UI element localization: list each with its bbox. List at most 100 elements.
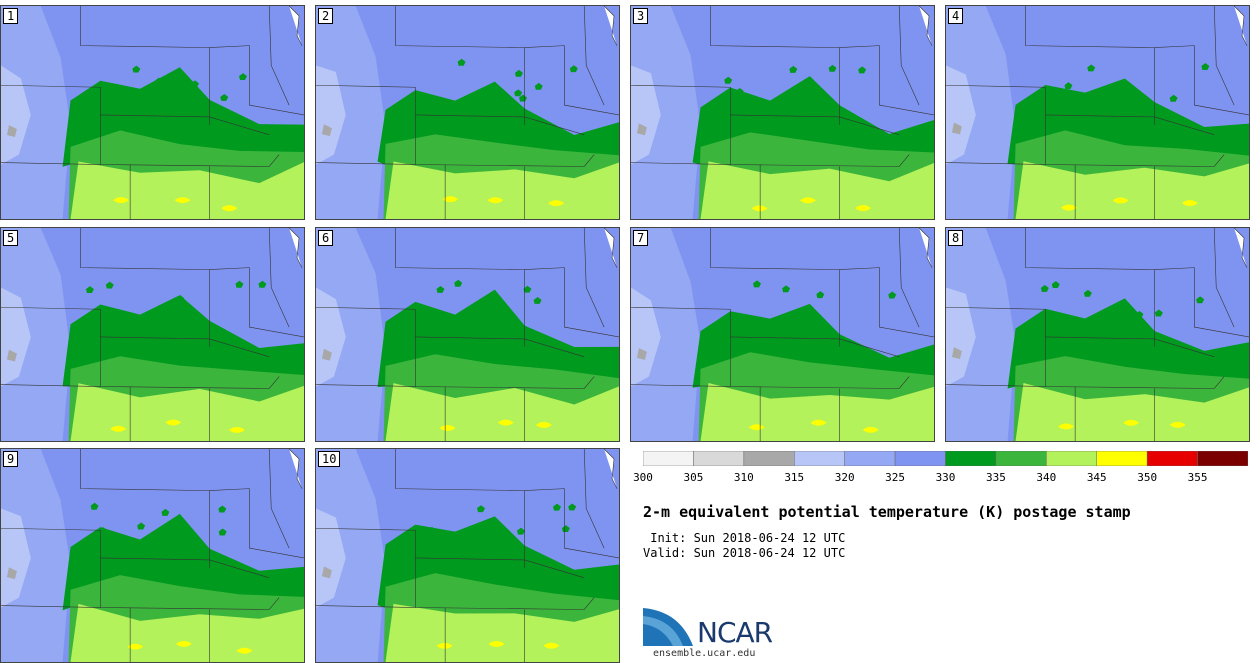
map-shape <box>454 279 463 287</box>
map-shape <box>415 114 585 136</box>
colorbar-tick-label: 315 <box>784 471 805 484</box>
map-shape <box>258 280 267 288</box>
map-shape <box>816 291 825 299</box>
map-shape <box>730 376 910 389</box>
map-shape <box>583 449 605 549</box>
colorbar-tick-label: 335 <box>985 471 1006 484</box>
map-shape <box>524 267 619 338</box>
map-shape <box>631 228 701 441</box>
panel-label: 10 <box>318 451 341 467</box>
map-shape <box>321 124 332 137</box>
panel-label: 6 <box>318 230 334 246</box>
map-shape <box>439 425 456 432</box>
map-shape <box>415 597 595 610</box>
ncar-logo-icon <box>643 608 693 646</box>
map-shape <box>1 6 71 219</box>
colorbar <box>643 451 1248 466</box>
map-shape <box>6 567 17 580</box>
colorbar-segment <box>1146 451 1198 466</box>
map-shape <box>209 488 304 559</box>
map-shape <box>514 69 523 77</box>
map-shape <box>1115 93 1124 101</box>
map-shape <box>1 228 71 441</box>
colorbar-segment <box>1046 451 1098 466</box>
map-shape <box>792 314 801 322</box>
map-shape <box>748 424 765 431</box>
map-shape <box>487 197 504 204</box>
map-shape <box>535 421 552 428</box>
map-shape <box>1213 6 1235 106</box>
map-shape <box>6 349 17 362</box>
map-shape <box>810 419 827 426</box>
map-shape <box>1025 228 1155 347</box>
map-shape <box>636 347 647 360</box>
colorbar-segment <box>844 451 896 466</box>
colorbar-tick-label: 350 <box>1137 471 1158 484</box>
map-shape <box>888 291 897 299</box>
map-shape <box>449 317 457 325</box>
theta-e-map <box>1 449 304 662</box>
map-shape <box>1154 309 1163 317</box>
valid-time: Valid: Sun 2018-06-24 12 UTC <box>643 546 846 560</box>
map-shape <box>583 228 605 328</box>
map-shape <box>209 45 304 116</box>
map-shape <box>561 525 570 533</box>
map-shape <box>415 376 595 389</box>
colorbar-segment <box>894 451 946 466</box>
map-shape <box>533 296 542 304</box>
map-shape <box>165 419 182 426</box>
map-shape <box>1201 63 1210 70</box>
map-shape <box>268 228 290 328</box>
postage-stamp-panel: 5 <box>0 227 305 442</box>
map-shape <box>808 313 817 321</box>
theta-e-map <box>1 6 304 219</box>
map-shape <box>1045 154 1225 167</box>
map-shape <box>155 318 164 326</box>
map-shape <box>710 228 840 347</box>
map-shape <box>100 557 270 579</box>
colorbar-segment <box>693 451 745 466</box>
map-shape <box>789 65 798 73</box>
colorbar-segment <box>945 451 997 466</box>
map-shape <box>946 84 1046 165</box>
panel-label: 3 <box>633 8 649 24</box>
map-shape <box>316 6 386 219</box>
map-shape <box>395 228 525 347</box>
map-shape <box>174 197 191 204</box>
postage-stamp-panel: 7 <box>630 227 935 442</box>
map-shape <box>218 505 227 513</box>
map-shape <box>1051 281 1060 289</box>
map-shape <box>862 426 879 433</box>
map-shape <box>724 76 733 84</box>
map-shape <box>839 45 934 116</box>
map-shape <box>442 196 459 203</box>
map-shape <box>1196 296 1205 304</box>
map-shape <box>1 65 31 165</box>
map-shape <box>631 306 731 387</box>
map-shape <box>457 58 466 66</box>
map-shape <box>110 425 127 432</box>
map-shape <box>636 123 647 136</box>
map-shape <box>710 6 840 125</box>
map-shape <box>548 200 565 207</box>
map-shape <box>6 125 17 137</box>
map-shape <box>1045 336 1215 358</box>
map-shape <box>946 6 1016 219</box>
map-shape <box>228 427 245 433</box>
map-shape <box>1040 284 1049 292</box>
map-shape <box>534 82 543 90</box>
postage-stamp-panel: 8 <box>945 227 1250 442</box>
map-shape <box>316 306 416 387</box>
map-shape <box>1 527 101 608</box>
theta-e-map <box>1 228 304 441</box>
postage-stamp-panel: 1 <box>0 5 305 220</box>
colorbar-tick-label: 330 <box>935 471 956 484</box>
map-shape <box>100 597 280 610</box>
map-shape <box>154 77 163 85</box>
map-shape <box>100 336 270 358</box>
theta-e-map <box>946 6 1249 219</box>
map-shape <box>100 154 280 167</box>
colorbar-tick-label: 355 <box>1187 471 1208 484</box>
map-shape <box>782 285 791 293</box>
map-shape <box>951 347 962 359</box>
